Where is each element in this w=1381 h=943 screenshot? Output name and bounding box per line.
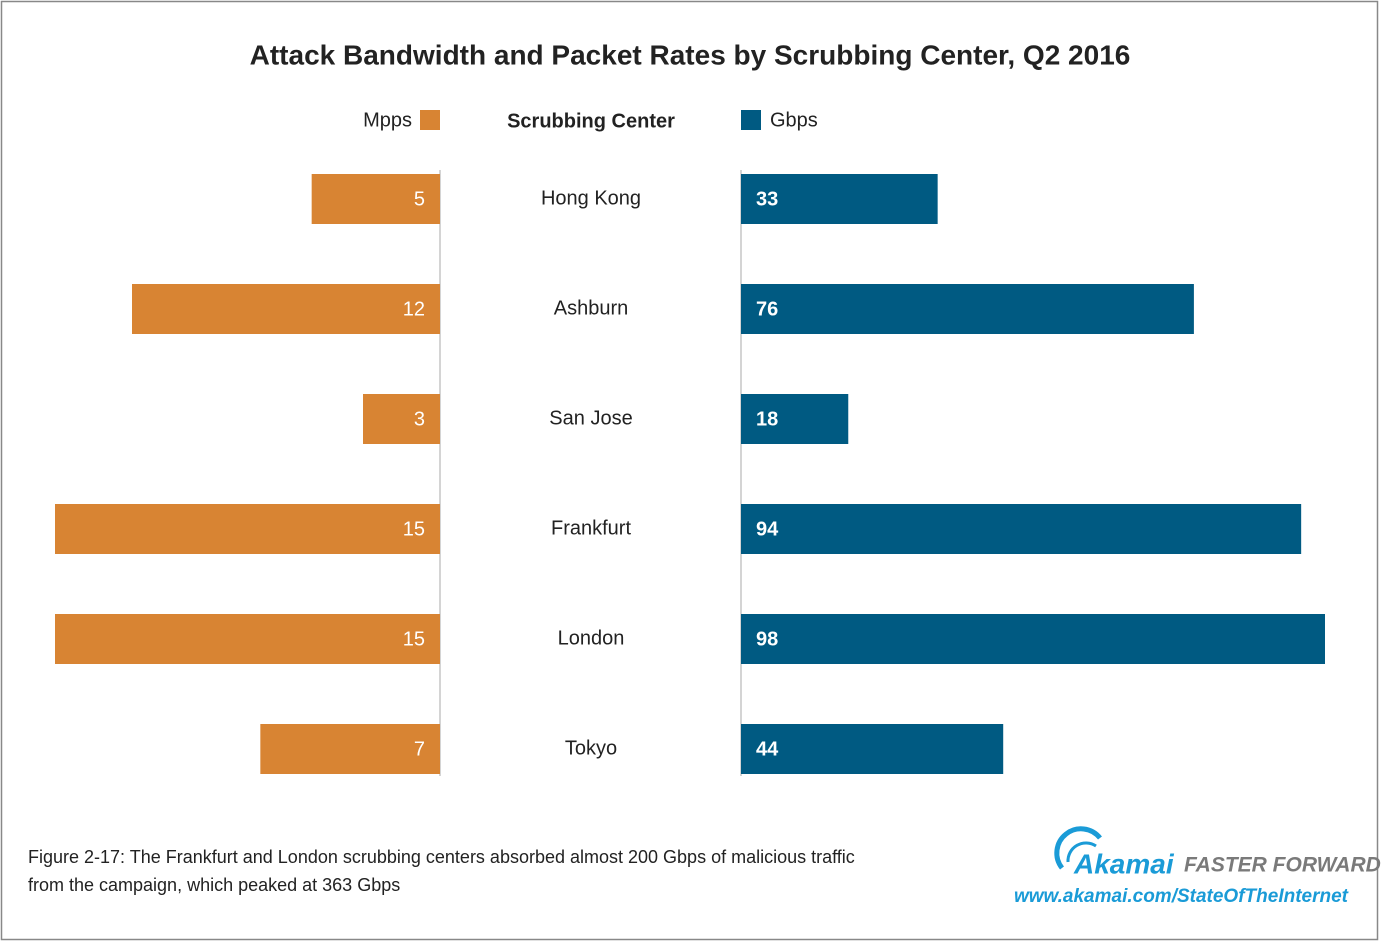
logo-tagline: FASTER FORWARD [1184, 854, 1381, 877]
bar [311, 174, 440, 224]
value-label: 7 [414, 738, 425, 760]
category-label: Hong Kong [541, 187, 641, 209]
bar [55, 614, 440, 664]
logo-swoosh [1054, 826, 1102, 870]
caption: from the campaign, which peaked at 363 G… [28, 875, 400, 895]
bar [132, 284, 440, 334]
category-label: Ashburn [554, 297, 629, 319]
category-label: Tokyo [565, 737, 617, 759]
logo-swoosh [1066, 841, 1097, 863]
value-label: 33 [756, 188, 778, 210]
bar [741, 504, 1302, 554]
bar [55, 504, 440, 554]
value-label: 5 [414, 188, 425, 210]
bar [741, 394, 849, 444]
logo-name: Akamai [1073, 848, 1175, 879]
caption: Figure 2-17: The Frankfurt and London sc… [28, 847, 855, 867]
legend-swatch [420, 110, 440, 130]
bar [741, 614, 1325, 664]
legend-label: Mpps [363, 109, 412, 131]
value-label: 44 [756, 738, 779, 760]
bar [741, 174, 938, 224]
value-label: 94 [756, 518, 779, 540]
chart-title: Attack Bandwidth and Packet Rates by Scr… [250, 39, 1131, 70]
value-label: 76 [756, 298, 778, 320]
value-label: 15 [403, 518, 425, 540]
legend-swatch [741, 110, 761, 130]
category-label: San Jose [549, 407, 632, 429]
category-label: Frankfurt [551, 517, 631, 539]
value-label: 98 [756, 628, 778, 650]
category-label: London [558, 627, 625, 649]
bar [260, 724, 440, 774]
value-label: 15 [403, 628, 425, 650]
value-label: 18 [756, 408, 778, 430]
value-label: 3 [414, 408, 425, 430]
value-label: 12 [403, 298, 425, 320]
logo-url: www.akamai.com/StateOfTheInternet [1014, 886, 1349, 907]
bar [741, 284, 1194, 334]
bar [741, 724, 1004, 774]
category-header: Scrubbing Center [507, 110, 675, 132]
bar [363, 394, 440, 444]
legend-label: Gbps [770, 109, 818, 131]
